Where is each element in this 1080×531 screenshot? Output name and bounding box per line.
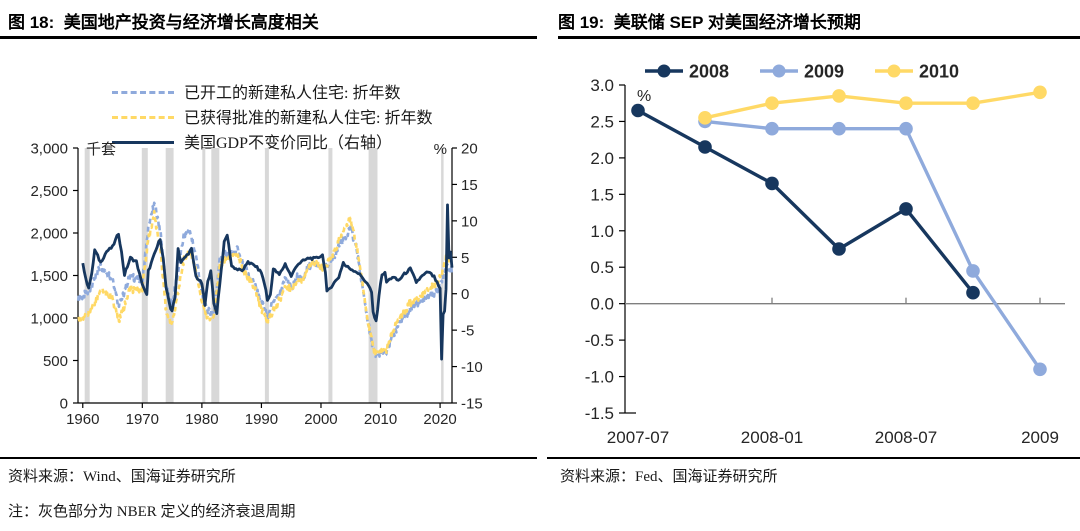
- svg-text:2020: 2020: [423, 411, 456, 428]
- figure19-title: 图 19: 美联储 SEP 对美国经济增长预期: [558, 13, 861, 32]
- svg-text:3.0: 3.0: [590, 76, 614, 95]
- svg-text:3,000: 3,000: [30, 141, 68, 158]
- svg-text:2,000: 2,000: [30, 226, 68, 243]
- svg-text:0: 0: [461, 286, 469, 303]
- svg-text:2008: 2008: [689, 62, 729, 82]
- figure19-footer-rule: [547, 457, 1080, 459]
- figure18-footer-rule: [0, 457, 537, 459]
- svg-text:%: %: [434, 141, 447, 158]
- svg-text:2010: 2010: [364, 411, 397, 428]
- svg-text:1960: 1960: [66, 411, 99, 428]
- svg-text:0.5: 0.5: [590, 258, 614, 277]
- svg-text:-1.0: -1.0: [585, 368, 614, 387]
- figure18-chart: 0 500 1,000 1,500 2,000 2,500 3,000 20 15 10 5 0 -5 -…: [30, 141, 483, 429]
- svg-text:-10: -10: [461, 359, 483, 376]
- svg-text:2.0: 2.0: [590, 149, 614, 168]
- svg-text:2010: 2010: [919, 62, 959, 82]
- svg-text:2008-07: 2008-07: [875, 428, 937, 447]
- svg-text:%: %: [637, 88, 651, 105]
- svg-text:2.5: 2.5: [590, 112, 614, 131]
- svg-text:1,000: 1,000: [30, 311, 68, 328]
- svg-text:1.0: 1.0: [590, 222, 614, 241]
- figure18-note: 注：灰色部分为 NBER 定义的经济衰退周期: [8, 504, 296, 520]
- svg-text:1970: 1970: [126, 411, 159, 428]
- svg-text:1,500: 1,500: [30, 268, 68, 285]
- svg-text:500: 500: [43, 353, 68, 370]
- figure18-legend: 已开工的新建私人住宅: 折年数 已获得批准的新建私人住宅: 折年数 美国GDP不…: [88, 56, 432, 152]
- svg-text:2,500: 2,500: [30, 183, 68, 200]
- svg-text:15: 15: [461, 177, 478, 194]
- svg-text:20: 20: [461, 141, 478, 158]
- svg-text:5: 5: [461, 250, 469, 267]
- svg-text:千套: 千套: [86, 141, 116, 158]
- figure19-title-rule: [558, 36, 1080, 39]
- legend-item-starts: 已开工的新建私人住宅: 折年数: [88, 56, 432, 102]
- svg-text:2008-01: 2008-01: [741, 428, 803, 447]
- figure18-title-rule: [0, 36, 537, 39]
- figure19-source: 资料来源：Fed、国海证券研究所: [560, 469, 778, 485]
- svg-text:-1.5: -1.5: [585, 404, 614, 423]
- svg-text:-0.5: -0.5: [585, 331, 614, 350]
- svg-text:2009: 2009: [1021, 428, 1059, 447]
- svg-text:1.5: 1.5: [590, 185, 614, 204]
- svg-text:-5: -5: [461, 323, 474, 340]
- svg-text:0.0: 0.0: [590, 295, 614, 314]
- figure18-source: 资料来源：Wind、国海证券研究所: [8, 469, 236, 485]
- svg-text:2000: 2000: [304, 411, 337, 428]
- legend-label-gdp: 美国GDP不变价同比（右轴）: [184, 135, 393, 152]
- svg-text:1990: 1990: [245, 411, 278, 428]
- figure18-title: 图 18: 美国地产投资与经济增长高度相关: [8, 13, 319, 32]
- legend-swatch-starts: [112, 91, 174, 94]
- figure19-chart: 2008 2009 2010 3.0 2.5 2.0 1.5 1.0 0.5 0.0 -0.5 -1.…: [585, 62, 1065, 447]
- svg-text:1980: 1980: [185, 411, 218, 428]
- svg-text:2007-07: 2007-07: [607, 428, 669, 447]
- svg-text:0: 0: [60, 396, 68, 413]
- legend-label-starts: 已开工的新建私人住宅: 折年数: [184, 85, 401, 102]
- legend-label-permits: 已获得批准的新建私人住宅: 折年数: [184, 110, 433, 127]
- svg-text:2009: 2009: [804, 62, 844, 82]
- legend-swatch-gdp: [112, 141, 174, 144]
- legend-item-gdp: 美国GDP不变价同比（右轴）: [88, 106, 432, 152]
- legend-item-permits: 已获得批准的新建私人住宅: 折年数: [88, 81, 432, 127]
- svg-text:-15: -15: [461, 396, 483, 413]
- legend-swatch-permits: [112, 116, 174, 119]
- svg-text:10: 10: [461, 213, 478, 230]
